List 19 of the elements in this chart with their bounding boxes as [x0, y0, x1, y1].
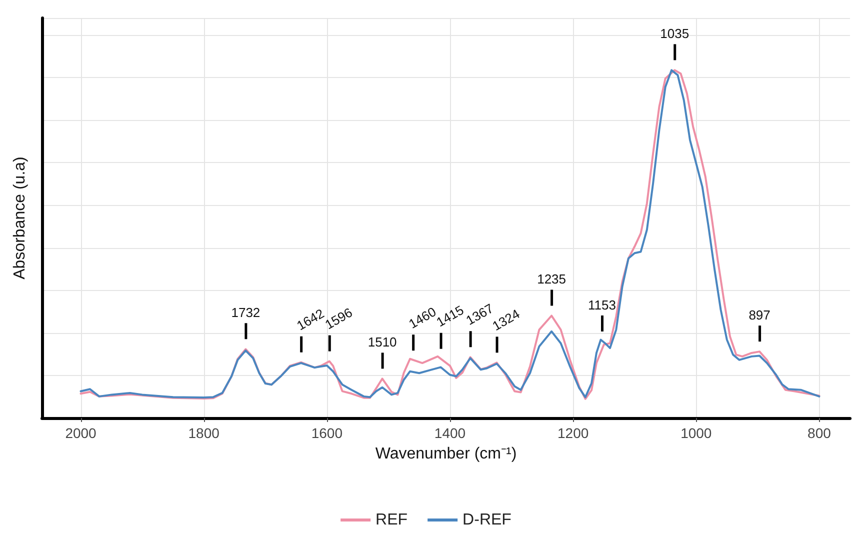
annotation: 1235: [537, 272, 566, 287]
annotation: 1642: [294, 306, 327, 334]
x-axis-title: Wavenumber (cm⁻¹): [375, 446, 517, 462]
annotation: 1153: [588, 297, 616, 312]
x-tick-label: 1000: [680, 425, 712, 441]
x-tick-label: 1800: [188, 425, 220, 441]
x-tick-label: 800: [808, 425, 832, 441]
x-tick-label: 1600: [311, 425, 343, 441]
annotation: 1324: [490, 306, 522, 334]
x-tick-label: 1400: [434, 425, 466, 441]
annotation: 1732: [231, 305, 260, 320]
x-tick-label: 2000: [65, 425, 97, 441]
legend-label: D-REF: [462, 512, 512, 528]
legend-label: REF: [376, 512, 408, 528]
annotation: 1035: [660, 26, 690, 42]
annotation: 897: [748, 308, 770, 323]
annotation: 1510: [368, 334, 397, 350]
x-tick-label: 1200: [558, 425, 589, 441]
y-axis-title: Absorbance (u.a): [12, 156, 28, 280]
